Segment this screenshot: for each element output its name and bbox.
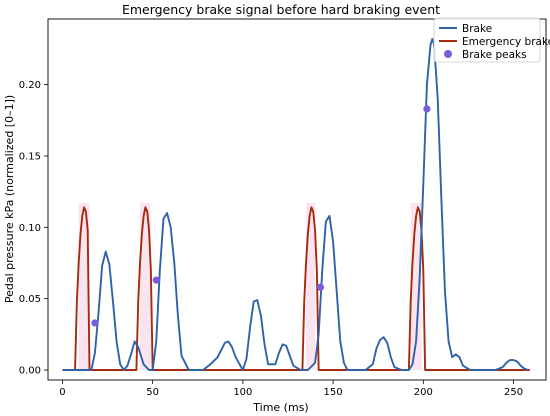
highlight-span-1 [78, 203, 90, 371]
y-axis-label: Pedal pressure kPa (normalized [0–1]) [3, 95, 16, 303]
x-tick-label: 50 [146, 387, 159, 398]
legend-box [433, 17, 541, 63]
series-line-brake [62, 38, 529, 371]
y-tick-label: 0.05 [19, 294, 41, 305]
x-tick-label: 200 [414, 387, 433, 398]
series-lines [62, 38, 530, 371]
legend-label-emergency-brake: Emergency brake [462, 36, 550, 48]
x-tick-label: 0 [59, 387, 65, 398]
y-tick-label: 0.10 [19, 223, 41, 234]
highlight-span-2 [140, 203, 151, 371]
y-tick-label: 0.15 [19, 151, 41, 162]
series-line-emergency-brake [62, 206, 530, 371]
highlight-span-3 [306, 203, 316, 371]
x-tick-label: 100 [233, 387, 252, 398]
peak-point-2 [152, 276, 160, 284]
plot-frame [47, 18, 547, 381]
x-axis-label: Time (ms) [252, 401, 308, 414]
y-axis-ticks: 0.00 0.05 0.10 0.15 0.20 [19, 80, 48, 377]
y-tick-label: 0.20 [19, 80, 41, 91]
legend: Brake Emergency brake Brake peaks [433, 17, 550, 63]
y-tick-label: 0.00 [19, 366, 41, 377]
x-tick-label: 150 [324, 387, 343, 398]
highlight-spans [78, 203, 422, 371]
x-tick-label: 250 [504, 387, 523, 398]
highlight-span-4 [410, 203, 422, 371]
x-axis-ticks: 0 50 100 150 200 250 [59, 380, 523, 398]
legend-label-brake-peaks: Brake peaks [462, 49, 527, 61]
legend-label-brake: Brake [462, 23, 492, 35]
peak-markers [91, 105, 431, 327]
peak-point-1 [91, 319, 99, 327]
peak-point-3 [316, 283, 325, 291]
chart-title: Emergency brake signal before hard braki… [122, 2, 440, 17]
peak-point-4 [423, 105, 431, 113]
legend-swatch-brake-peaks [444, 50, 452, 58]
